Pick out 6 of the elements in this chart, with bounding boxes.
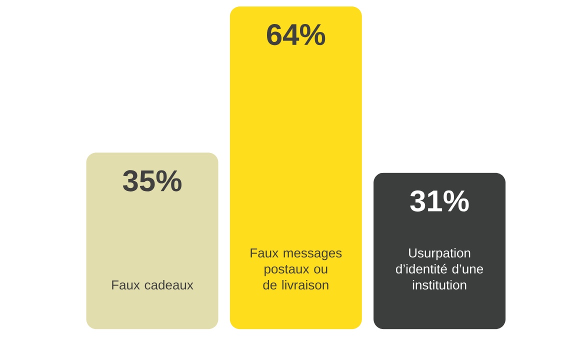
data-label: 64% (266, 24, 326, 46)
x-tick-label: Faux messages postaux ou de livraison (250, 248, 342, 290)
x-tick-label: Faux cadeaux (112, 280, 194, 290)
data-label: 35% (122, 170, 182, 192)
data-label: 31% (410, 190, 469, 212)
x-tick-label: Usurpation d’identité d’une institution (396, 248, 484, 290)
